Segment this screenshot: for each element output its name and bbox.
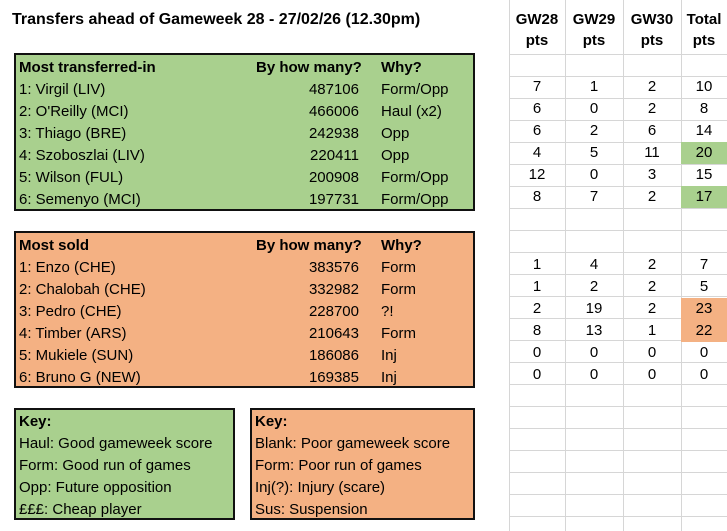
transfer-count: 210643 xyxy=(308,325,359,342)
reason: Opp xyxy=(381,147,410,164)
table-row: 4: Timber (ARS) 210643 Form xyxy=(16,322,473,344)
key-most-sold: Key: Blank: Poor gameweek score Form: Po… xyxy=(250,408,475,520)
header-by-how-many: By how many? xyxy=(256,59,362,76)
table-row: 6: Semenyo (MCI) 197731 Form/Opp xyxy=(16,188,473,210)
key-item: Form: Poor run of games xyxy=(255,457,422,474)
key-item: Sus: Suspension xyxy=(255,501,368,518)
page-title: Transfers ahead of Gameweek 28 - 27/02/2… xyxy=(12,11,421,28)
total-highlight: 22 xyxy=(681,320,727,342)
points-grid: GW28 pts GW29 pts GW30 pts Total pts 7 1 2 1… xyxy=(509,0,727,531)
key-item: Inj(?): Injury (scare) xyxy=(255,479,386,496)
header-why: Why? xyxy=(381,59,422,76)
transfer-count: 197731 xyxy=(308,191,359,208)
col-header-gw30: GW30 pts xyxy=(630,11,674,49)
transfer-count: 242938 xyxy=(308,125,359,142)
table-row: 1: Enzo (CHE) 383576 Form xyxy=(16,256,473,278)
table-row: 2: O'Reilly (MCI) 466006 Haul (x2) xyxy=(16,100,473,122)
transfer-count: 383576 xyxy=(308,259,359,276)
table-row: 3: Pedro (CHE) 228700 ?! xyxy=(16,300,473,322)
transferred-in-header: Most transferred-in By how many? Why? xyxy=(16,56,473,78)
player-name: 2: O'Reilly (MCI) xyxy=(19,103,129,120)
transferred-in-table: Most transferred-in By how many? Why? 1:… xyxy=(14,53,475,211)
player-name: 5: Wilson (FUL) xyxy=(19,169,124,186)
player-name: 4: Timber (ARS) xyxy=(19,325,127,342)
transfer-count: 228700 xyxy=(308,303,359,320)
table-row: 2: Chalobah (CHE) 332982 Form xyxy=(16,278,473,300)
reason: Form/Opp xyxy=(381,191,449,208)
total-highlight: 20 xyxy=(681,142,727,164)
key-transferred-in: Key: Haul: Good gameweek score Form: Goo… xyxy=(14,408,235,520)
reason: Form xyxy=(381,259,416,276)
transfer-count: 487106 xyxy=(308,81,359,98)
reason: Haul (x2) xyxy=(381,103,442,120)
reason: Inj xyxy=(381,347,397,364)
transfer-count: 220411 xyxy=(310,147,359,164)
transfer-count: 169385 xyxy=(308,369,359,386)
player-name: 3: Thiago (BRE) xyxy=(19,125,127,142)
player-name: 5: Mukiele (SUN) xyxy=(19,347,134,364)
player-name: 2: Chalobah (CHE) xyxy=(19,281,146,298)
table-row: 5: Wilson (FUL) 200908 Form/Opp xyxy=(16,166,473,188)
col-header-gw28: GW28 pts xyxy=(515,11,559,49)
key-item: Blank: Poor gameweek score xyxy=(255,435,451,452)
transfer-count: 200908 xyxy=(308,169,359,186)
transfer-count: 466006 xyxy=(308,103,359,120)
player-name: 3: Pedro (CHE) xyxy=(19,303,122,320)
col-header-total: Total pts xyxy=(686,11,722,49)
transfer-count: 186086 xyxy=(308,347,359,364)
player-name: 1: Virgil (LIV) xyxy=(19,81,106,98)
header-by-how-many: By how many? xyxy=(256,237,362,254)
player-name: 6: Semenyo (MCI) xyxy=(19,191,141,208)
most-sold-table: Most sold By how many? Why? 1: Enzo (CHE… xyxy=(14,231,475,388)
key-heading: Key: xyxy=(19,413,52,430)
reason: Form/Opp xyxy=(381,169,449,186)
total-highlight: 17 xyxy=(681,186,727,208)
table-row: 3: Thiago (BRE) 242938 Opp xyxy=(16,122,473,144)
reason: Opp xyxy=(381,125,410,142)
most-sold-header: Most sold By how many? Why? xyxy=(16,234,473,256)
reason: Form xyxy=(381,325,416,342)
reason: Form/Opp xyxy=(381,81,449,98)
table-row: 4: Szoboszlai (LIV) 220411 Opp xyxy=(16,144,473,166)
header-why: Why? xyxy=(381,237,422,254)
key-heading: Key: xyxy=(255,413,288,430)
header-most-transferred-in: Most transferred-in xyxy=(19,59,156,76)
reason: Inj xyxy=(381,369,397,386)
header-most-sold: Most sold xyxy=(19,237,89,254)
key-item: Form: Good run of games xyxy=(19,457,191,474)
player-name: 1: Enzo (CHE) xyxy=(19,259,116,276)
player-name: 6: Bruno G (NEW) xyxy=(19,369,141,386)
key-item: £££: Cheap player xyxy=(19,501,142,518)
table-row: 5: Mukiele (SUN) 186086 Inj xyxy=(16,344,473,366)
table-row: 1: Virgil (LIV) 487106 Form/Opp xyxy=(16,78,473,100)
reason: ?! xyxy=(381,303,394,320)
total-highlight: 23 xyxy=(681,298,727,320)
reason: Form xyxy=(381,281,416,298)
player-name: 4: Szoboszlai (LIV) xyxy=(19,147,145,164)
key-item: Opp: Future opposition xyxy=(19,479,172,496)
key-item: Haul: Good gameweek score xyxy=(19,435,213,452)
transfer-count: 332982 xyxy=(308,281,359,298)
col-header-gw29: GW29 pts xyxy=(572,11,616,49)
table-row: 6: Bruno G (NEW) 169385 Inj xyxy=(16,366,473,388)
